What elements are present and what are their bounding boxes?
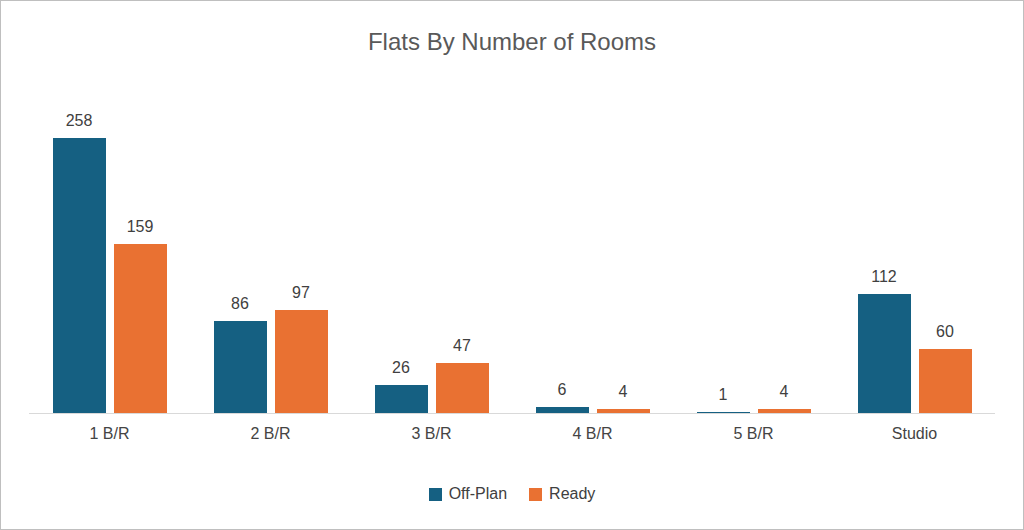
ready-swatch-icon bbox=[529, 488, 542, 501]
value-label: 97 bbox=[292, 284, 310, 302]
bar-column: 4 bbox=[758, 383, 811, 413]
bar-column: 47 bbox=[436, 337, 489, 413]
chart-window: Flats By Number of Rooms 258 159 86 97 26 47 6… bbox=[0, 0, 1024, 530]
value-label: 86 bbox=[231, 295, 249, 313]
bar-column: 26 bbox=[375, 359, 428, 413]
value-label: 4 bbox=[780, 383, 789, 401]
plot-area: 25815986972647641411260 bbox=[29, 57, 995, 414]
bar-group: 112 60 bbox=[834, 57, 995, 413]
category-label: 5 B/R bbox=[673, 414, 834, 443]
bar bbox=[597, 409, 650, 413]
bar bbox=[375, 385, 428, 413]
bar-column: 86 bbox=[214, 295, 267, 413]
bar-group: 258 159 bbox=[29, 57, 190, 413]
value-label: 159 bbox=[127, 218, 154, 236]
category-label: Studio bbox=[834, 414, 995, 443]
legend-label-ready: Ready bbox=[549, 485, 595, 503]
value-label: 60 bbox=[936, 323, 954, 341]
value-label: 258 bbox=[66, 112, 93, 130]
value-label: 112 bbox=[871, 268, 897, 286]
bar-column: 159 bbox=[114, 218, 167, 413]
bar bbox=[114, 244, 167, 413]
bar bbox=[53, 138, 106, 413]
offplan-swatch-icon bbox=[429, 488, 442, 501]
bar bbox=[275, 310, 328, 413]
bar bbox=[858, 294, 911, 413]
bar bbox=[436, 363, 489, 413]
legend: Off-Plan Ready bbox=[1, 485, 1023, 503]
bar bbox=[758, 409, 811, 413]
bar-column: 112 bbox=[858, 268, 911, 413]
value-label: 1 bbox=[719, 386, 728, 404]
bar-group: 86 97 bbox=[190, 57, 351, 413]
category-label: 3 B/R bbox=[351, 414, 512, 443]
bar-column: 97 bbox=[275, 284, 328, 413]
value-label: 6 bbox=[558, 381, 567, 399]
bar-column: 258 bbox=[53, 112, 106, 413]
category-label: 4 B/R bbox=[512, 414, 673, 443]
value-label: 47 bbox=[453, 337, 471, 355]
legend-item-offplan: Off-Plan bbox=[429, 485, 507, 503]
bar bbox=[697, 412, 750, 413]
bar bbox=[919, 349, 972, 413]
legend-label-offplan: Off-Plan bbox=[449, 485, 507, 503]
category-label: 2 B/R bbox=[190, 414, 351, 443]
bar-group: 64 bbox=[512, 57, 673, 413]
legend-item-ready: Ready bbox=[529, 485, 595, 503]
bar-column: 1 bbox=[697, 386, 750, 413]
x-axis: 1 B/R2 B/R3 B/R4 B/R5 B/RStudio bbox=[29, 414, 995, 443]
bar-column: 6 bbox=[536, 381, 589, 413]
bar bbox=[214, 321, 267, 413]
bar-group: 14 bbox=[673, 57, 834, 413]
bar-column: 4 bbox=[597, 383, 650, 413]
bar-group: 26 47 bbox=[351, 57, 512, 413]
chart-title: Flats By Number of Rooms bbox=[1, 27, 1023, 57]
value-label: 4 bbox=[619, 383, 628, 401]
category-label: 1 B/R bbox=[29, 414, 190, 443]
value-label: 26 bbox=[392, 359, 410, 377]
bar-column: 60 bbox=[919, 323, 972, 413]
bar bbox=[536, 407, 589, 413]
